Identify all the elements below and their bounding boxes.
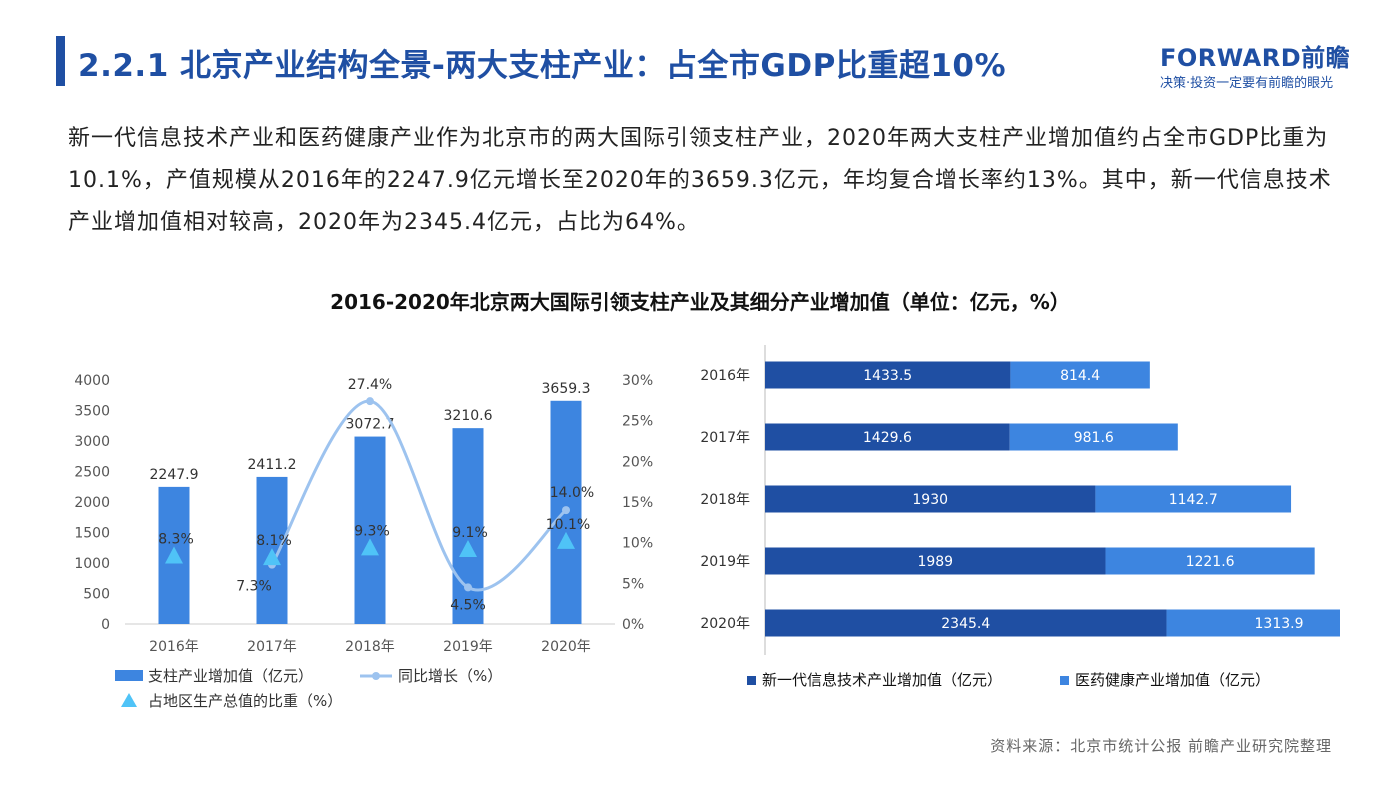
y-tick-label: 2500 (74, 465, 110, 481)
legend-health-label: 医药健康产业增加值（亿元） (1075, 671, 1270, 689)
bar-label-health: 1313.9 (1255, 616, 1304, 632)
share-value-label: 9.3% (354, 523, 390, 539)
bar-value-label: 2411.2 (248, 457, 297, 473)
combo-chart: 0 500 1000 1500 2000 2500 3000 3500 4000 0% 5% 10% 1… (74, 373, 653, 710)
bar (354, 436, 386, 624)
share-marker (263, 548, 281, 566)
brand-logo: FORWARD前瞻 决策·投资一定要有前瞻的眼光 (1160, 38, 1350, 91)
bar-segment-health (1105, 547, 1315, 575)
x-tick-label: 2020年 (541, 639, 591, 655)
share-marker (361, 538, 379, 556)
bar-value-label: 3210.6 (444, 408, 493, 424)
logo-brand-text: FORWARD前瞻 (1160, 44, 1351, 72)
bar-label-it: 2345.4 (941, 616, 990, 632)
bar-segment-health (1095, 485, 1292, 513)
bar-segment-health (1009, 423, 1178, 451)
page-title: 2.2.1 北京产业结构全景-两大支柱产业：占全市GDP比重超10% (78, 48, 1007, 84)
chart-heading: 2016-2020年北京两大国际引领支柱产业及其细分产业增加值（单位：亿元，%） (330, 290, 1070, 314)
x-tick-label: 2016年 (149, 639, 199, 655)
source-note: 资料来源：北京市统计公报 前瞻产业研究院整理 (990, 737, 1332, 755)
bar-segment-it (765, 609, 1167, 637)
bar-segment-it (765, 485, 1096, 513)
y-tick-label: 2020年 (700, 616, 750, 632)
stacked-bar-chart: 2016年 1433.5 814.4 2017年 1429.6 981.6 2018年 193… (700, 345, 1340, 689)
y-tick-label: 2017年 (700, 430, 750, 446)
share-marker (557, 531, 575, 549)
line-value-label: 14.0% (550, 485, 594, 501)
x-tick-label: 2019年 (443, 639, 493, 655)
legend-triangle-swatch (121, 693, 137, 707)
logo-slogan: 决策·投资一定要有前瞻的眼光 (1160, 76, 1334, 91)
line-value-label: 4.5% (450, 597, 486, 613)
bar-value-label: 2247.9 (150, 467, 199, 483)
y-tick-label: 3500 (74, 404, 110, 420)
line-point (562, 506, 570, 515)
y2-tick-label: 15% (622, 495, 653, 511)
y-tick-label: 0 (101, 617, 110, 633)
x-tick-label: 2018年 (345, 639, 395, 655)
y2-tick-label: 20% (622, 454, 653, 470)
legend-bar-label: 支柱产业增加值（亿元） (148, 667, 313, 685)
y-tick-label: 2019年 (700, 554, 750, 570)
bar-value-label: 3072.7 (346, 417, 395, 433)
bar-segment-it (765, 361, 1011, 389)
line-point (464, 583, 472, 592)
share-marker (165, 546, 183, 564)
y-tick-label: 2018年 (700, 492, 750, 508)
share-marker (459, 539, 477, 557)
title-accent-bar (56, 36, 65, 86)
bar-segment-it (765, 547, 1106, 575)
bar-value-label: 3659.3 (542, 381, 591, 397)
bar-label-health: 814.4 (1060, 368, 1100, 384)
line-point (366, 397, 374, 406)
x-tick-label: 2017年 (247, 639, 297, 655)
y-tick-label: 3000 (74, 434, 110, 450)
bar-label-health: 981.6 (1074, 430, 1114, 446)
line-value-label: 7.3% (236, 579, 272, 595)
y-tick-label: 500 (83, 587, 110, 603)
bar-label-health: 1221.6 (1186, 554, 1235, 570)
y-tick-label: 2000 (74, 495, 110, 511)
y-tick-label: 1000 (74, 556, 110, 572)
y-tick-label: 2016年 (700, 368, 750, 384)
share-value-label: 10.1% (546, 517, 590, 533)
share-value-label: 8.3% (158, 531, 194, 547)
y2-tick-label: 0% (622, 617, 644, 633)
bar-label-it: 1429.6 (863, 430, 912, 446)
y2-tick-label: 5% (622, 576, 644, 592)
share-value-label: 8.1% (256, 533, 292, 549)
legend-it-swatch (747, 676, 756, 685)
growth-line (270, 399, 567, 592)
bar-label-health: 1142.7 (1169, 492, 1218, 508)
legend-it-label: 新一代信息技术产业增加值（亿元） (762, 671, 1002, 689)
y2-tick-label: 30% (622, 373, 653, 389)
y2-tick-label: 10% (622, 536, 653, 552)
bar-segment-health (1010, 361, 1150, 389)
y-tick-label: 4000 (74, 373, 110, 389)
line-value-label: 27.4% (348, 377, 392, 393)
legend-line-label: 同比增长（%） (398, 667, 502, 685)
bar-segment-health (1166, 609, 1340, 637)
legend-bar-swatch (115, 670, 143, 681)
legend-triangle-label: 占地区生产总值的比重（%） (148, 692, 342, 710)
bar-segment-it (765, 423, 1010, 451)
bar-label-it: 1989 (917, 554, 953, 570)
legend-line-dot (372, 672, 380, 680)
bar-label-it: 1433.5 (863, 368, 912, 384)
share-value-label: 9.1% (452, 525, 488, 541)
bar-label-it: 1930 (912, 492, 948, 508)
legend-health-swatch (1060, 676, 1069, 685)
summary-paragraph: 新一代信息技术产业和医药健康产业作为北京市的两大国际引领支柱产业，2020年两大… (68, 126, 1332, 235)
y2-tick-label: 25% (622, 414, 653, 430)
y-tick-label: 1500 (74, 526, 110, 542)
